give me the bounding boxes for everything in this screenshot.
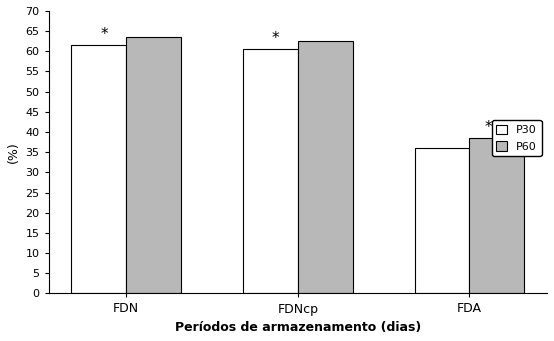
Bar [469,138,525,294]
Text: *: * [485,120,492,135]
Y-axis label: (%): (%) [7,141,20,163]
Bar [126,37,181,294]
Text: *: * [100,27,107,42]
Text: *: * [271,31,279,46]
Bar [243,49,298,294]
Bar [414,148,469,294]
X-axis label: Períodos de armazenamento (dias): Períodos de armazenamento (dias) [175,321,421,334]
Legend: P30, P60: P30, P60 [492,120,541,156]
Bar [298,41,353,294]
Bar [71,45,126,294]
